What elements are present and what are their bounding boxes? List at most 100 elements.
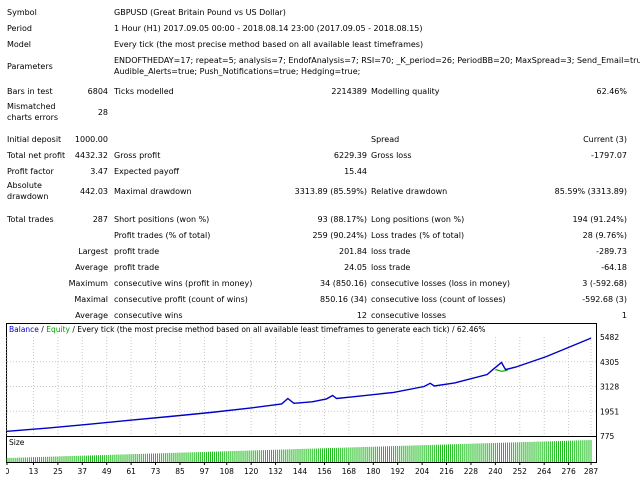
max-consecutive-loss-value: -592.68 (3) bbox=[582, 295, 627, 304]
maximal-drawdown-value: 3313.89 (85.59%) bbox=[294, 187, 367, 196]
x-tick-label: 13 bbox=[29, 467, 39, 476]
total-trades-value: 287 bbox=[92, 215, 108, 224]
x-tick-label: 120 bbox=[244, 467, 259, 476]
gross-profit-label: Gross profit bbox=[114, 151, 161, 160]
profit-trades-label: Profit trades (% of total) bbox=[114, 231, 211, 240]
equity-legend: Equity bbox=[46, 325, 70, 334]
max-consecutive-loss-label: consecutive loss (count of losses) bbox=[371, 295, 506, 304]
chart-header-rest: / Every tick (the most precise method ba… bbox=[70, 325, 486, 334]
max-consecutive-losses-value: 3 (-592.68) bbox=[582, 279, 627, 288]
avg-consecutive-losses-value: 1 bbox=[621, 311, 627, 320]
relative-drawdown-value: 85.59% (3313.89) bbox=[554, 187, 627, 196]
main-plot-frame bbox=[6, 323, 597, 437]
x-tick-label: 216 bbox=[439, 467, 454, 476]
parameters-line-1: ENDOFTHEDAY=17; repeat=5; analysis=7; En… bbox=[114, 56, 640, 65]
gross-profit-value: 6229.39 bbox=[333, 151, 367, 160]
absolute-drawdown-value: 442.03 bbox=[80, 187, 108, 196]
gross-loss-value: -1797.07 bbox=[591, 151, 627, 160]
profit-factor-label: Profit factor bbox=[7, 167, 54, 176]
expected-payoff-label: Expected payoff bbox=[114, 167, 179, 176]
ticks-value: 2214389 bbox=[331, 87, 367, 96]
x-tick-label: 180 bbox=[366, 467, 381, 476]
largest-profit-value: 201.84 bbox=[339, 247, 367, 256]
initial-deposit-label: Initial deposit bbox=[7, 135, 62, 144]
x-tick-label: 204 bbox=[415, 467, 430, 476]
mismatched-label-1: Mismatched bbox=[7, 102, 56, 111]
long-positions-label: Long positions (won %) bbox=[371, 215, 465, 224]
net-profit-label: Total net profit bbox=[7, 151, 66, 160]
bars-value: 6804 bbox=[87, 87, 108, 96]
x-tick-label: 228 bbox=[464, 467, 479, 476]
max-consecutive-wins-label: consecutive wins (profit in money) bbox=[114, 279, 253, 288]
spread-value: Current (3) bbox=[583, 135, 627, 144]
model-value: Every tick (the most precise method base… bbox=[114, 40, 424, 49]
largest-loss-value: -289.73 bbox=[596, 247, 627, 256]
avg-consecutive-wins-label: consecutive wins bbox=[114, 311, 183, 320]
mismatched-label-2: charts errors bbox=[7, 113, 59, 122]
loss-trades-label: Loss trades (% of total) bbox=[371, 231, 465, 240]
long-positions-value: 194 (91.24%) bbox=[572, 215, 627, 224]
x-tick-label: 240 bbox=[488, 467, 503, 476]
x-tick-label: 73 bbox=[151, 467, 161, 476]
quality-label: Modelling quality bbox=[371, 87, 440, 96]
largest-loss-label: loss trade bbox=[371, 247, 411, 256]
avg-consecutive-losses-label: consecutive losses bbox=[371, 311, 447, 320]
model-label: Model bbox=[7, 40, 32, 49]
bars-label: Bars in test bbox=[7, 87, 53, 96]
y-tick-label: 4305 bbox=[600, 358, 619, 367]
y-tick-label: 3128 bbox=[600, 383, 619, 392]
avg-consecutive-wins-value: 12 bbox=[356, 311, 367, 320]
absolute-drawdown-label-2: drawdown bbox=[7, 192, 49, 201]
balance-chart: Balance / Equity / Every tick (the most … bbox=[6, 323, 619, 476]
x-tick-label: 264 bbox=[537, 467, 552, 476]
maximal-label: Maximal bbox=[74, 295, 108, 304]
largest-label: Largest bbox=[78, 247, 108, 256]
short-positions-value: 93 (88.17%) bbox=[317, 215, 367, 224]
ticks-label: Ticks modelled bbox=[114, 87, 174, 96]
x-tick-label: 276 bbox=[561, 467, 576, 476]
chart-lines bbox=[6, 337, 592, 432]
average-loss-label: loss trade bbox=[371, 263, 411, 272]
average2-label: Average bbox=[75, 311, 108, 320]
y-ticks: 5482 4305 3128 1951 775 bbox=[600, 333, 619, 441]
max-consecutive-profit-label: consecutive profit (count of wins) bbox=[114, 295, 248, 304]
average-loss-value: -64.18 bbox=[601, 263, 627, 272]
x-tick-label: 192 bbox=[391, 467, 406, 476]
maximum-label: Maximum bbox=[68, 279, 108, 288]
y-tick-label: 775 bbox=[600, 432, 615, 441]
total-trades-label: Total trades bbox=[7, 215, 54, 224]
x-tick-label: 97 bbox=[200, 467, 210, 476]
parameters-label: Parameters bbox=[7, 62, 53, 71]
x-tick-label: 49 bbox=[102, 467, 112, 476]
mismatched-value: 28 bbox=[97, 108, 108, 117]
max-consecutive-losses-label: consecutive losses (loss in money) bbox=[371, 279, 511, 288]
x-tick-label: 144 bbox=[293, 467, 308, 476]
profit-trades-value: 259 (90.24%) bbox=[312, 231, 367, 240]
y-tick-label: 1951 bbox=[600, 407, 619, 416]
absolute-drawdown-label-1: Absolute bbox=[7, 181, 42, 190]
equity-line bbox=[495, 368, 508, 372]
max-consecutive-profit-value: 850.16 (34) bbox=[320, 295, 367, 304]
x-tick-label: 37 bbox=[78, 467, 88, 476]
symbol-value: GBPUSD (Great Britain Pound vs US Dollar… bbox=[114, 8, 286, 17]
chart-grid bbox=[6, 337, 596, 436]
size-bars bbox=[6, 440, 592, 462]
profit-factor-value: 3.47 bbox=[90, 167, 108, 176]
symbol-label: Symbol bbox=[7, 8, 37, 17]
x-tick-label: 168 bbox=[342, 467, 357, 476]
x-tick-label: 156 bbox=[317, 467, 332, 476]
parameters-line-2: Audible_Alerts=true; Push_Notifications=… bbox=[114, 67, 361, 76]
chart-header: Balance / Equity / Every tick (the most … bbox=[9, 325, 486, 334]
initial-deposit-value: 1000.00 bbox=[74, 135, 108, 144]
quality-value: 62.46% bbox=[596, 87, 627, 96]
x-tick-label: 132 bbox=[268, 467, 283, 476]
x-tick-label: 85 bbox=[175, 467, 185, 476]
balance-line bbox=[6, 337, 592, 432]
period-label: Period bbox=[7, 24, 32, 33]
max-consecutive-wins-value: 34 (850.16) bbox=[320, 279, 367, 288]
short-positions-label: Short positions (won %) bbox=[114, 215, 210, 224]
size-label: Size bbox=[9, 438, 25, 447]
balance-legend: Balance bbox=[9, 325, 39, 334]
x-tick-label: 252 bbox=[513, 467, 528, 476]
gross-loss-label: Gross loss bbox=[371, 151, 412, 160]
